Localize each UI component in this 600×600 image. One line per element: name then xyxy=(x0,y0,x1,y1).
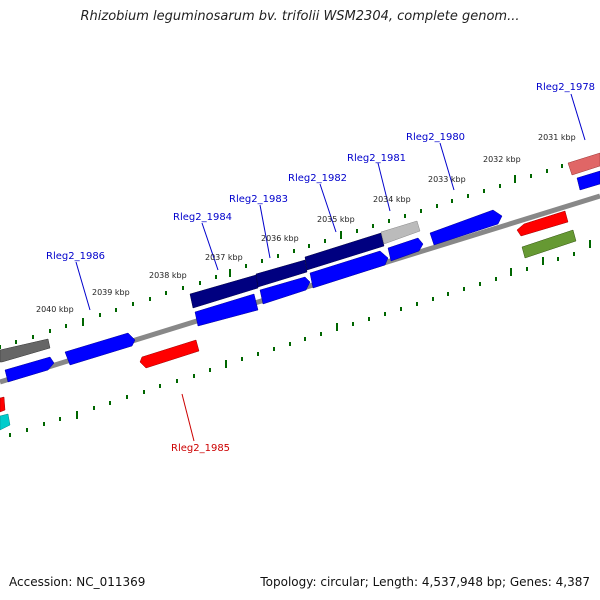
kbp-label: 2031 kbp xyxy=(538,133,576,142)
kbp-label: 2035 kbp xyxy=(317,215,355,224)
gene-label[interactable]: Rleg2_1984 xyxy=(173,212,232,223)
gene-label[interactable]: Rleg2_1980 xyxy=(406,132,465,143)
gene-label[interactable]: Rleg2_1985 xyxy=(171,443,230,454)
gene-red-left-edge[interactable] xyxy=(0,396,6,413)
kbp-label: 2034 kbp xyxy=(373,195,411,204)
gene-red-right[interactable] xyxy=(516,210,569,237)
kbp-label: 2040 kbp xyxy=(36,305,74,314)
gene-blue-left[interactable] xyxy=(4,356,55,383)
map-title: Rhizobium leguminosarum bv. trifolii WSM… xyxy=(80,9,520,24)
kbp-label: 2033 kbp xyxy=(428,175,466,184)
kbp-label-group: 2031 kbp 2032 kbp 2033 kbp 2034 kbp 2035… xyxy=(36,133,576,314)
label-leader-lines xyxy=(75,93,586,442)
gene-rleg2-1985[interactable] xyxy=(139,339,200,369)
kbp-label: 2038 kbp xyxy=(149,271,187,280)
gene-rleg2-1983[interactable] xyxy=(259,276,311,305)
gene-cyan-left-edge[interactable] xyxy=(0,413,11,431)
gene-rleg2-1980[interactable] xyxy=(429,209,503,246)
gene-label[interactable]: Rleg2_1983 xyxy=(229,194,288,205)
gene-rleg2-1981[interactable] xyxy=(387,237,424,262)
gene-navy-c[interactable] xyxy=(304,232,385,271)
forward-tick-row xyxy=(0,164,563,349)
gene-label[interactable]: Rleg2_1981 xyxy=(347,153,406,164)
gene-rleg2-1984[interactable] xyxy=(194,293,259,327)
gene-label[interactable]: Rleg2_1986 xyxy=(46,251,105,262)
gene-navy-a[interactable] xyxy=(189,274,259,309)
gene-label-group: Rleg2_1978 Rleg2_1980 Rleg2_1981 Rleg2_1… xyxy=(46,82,595,454)
gene-olive-right[interactable] xyxy=(521,229,577,259)
kbp-label: 2037 kbp xyxy=(205,253,243,262)
gene-grey-left[interactable] xyxy=(0,338,51,363)
gene-label[interactable]: Rleg2_1978 xyxy=(536,82,595,93)
gene-label[interactable]: Rleg2_1982 xyxy=(288,173,347,184)
genome-summary-text: Topology: circular; Length: 4,537,948 bp… xyxy=(260,575,590,589)
kbp-label: 2039 kbp xyxy=(92,288,130,297)
gene-rleg2-1986[interactable] xyxy=(64,332,136,366)
gene-pink-right[interactable] xyxy=(567,152,600,176)
kbp-label: 2036 kbp xyxy=(261,234,299,243)
reverse-tick-row xyxy=(9,240,591,437)
gene-grey-light[interactable] xyxy=(380,220,421,245)
gene-navy-b[interactable] xyxy=(255,259,308,288)
gene-rleg2-1982[interactable] xyxy=(309,250,389,289)
gene-rleg2-1978[interactable] xyxy=(576,170,600,191)
accession-text: Accession: NC_011369 xyxy=(9,575,146,589)
kbp-label: 2032 kbp xyxy=(483,155,521,164)
